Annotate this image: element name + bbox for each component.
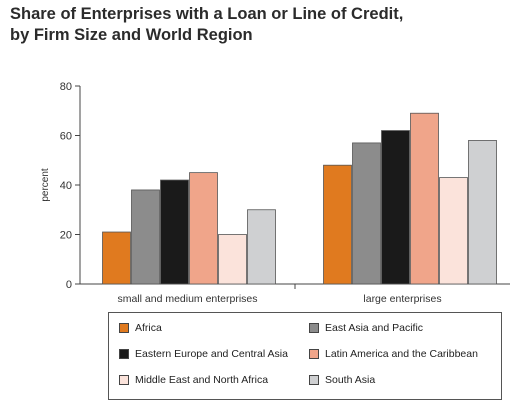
chart-title-line-1: Share of Enterprises with a Loan or Line…: [10, 5, 404, 23]
legend-item: Africa: [119, 322, 162, 334]
legend-swatch: [119, 323, 129, 333]
legend-label: Africa: [135, 322, 162, 334]
legend-item: South Asia: [309, 374, 375, 386]
y-tick-label: 60: [60, 131, 72, 143]
legend-item: Eastern Europe and Central Asia: [119, 348, 288, 360]
legend-item: Latin America and the Caribbean: [309, 348, 478, 360]
bar: [410, 112, 439, 285]
y-tick-label: 40: [60, 180, 72, 192]
bar: [468, 140, 497, 285]
bar: [352, 142, 381, 285]
legend-swatch: [119, 375, 129, 385]
bar: [381, 130, 410, 285]
legend-label: Middle East and North Africa: [135, 374, 269, 386]
legend-item: East Asia and Pacific: [309, 322, 423, 334]
bar: [189, 172, 218, 285]
legend-label: Eastern Europe and Central Asia: [135, 348, 288, 360]
chart-title: Share of Enterprises with a Loan or Line…: [10, 4, 510, 46]
legend-swatch: [119, 349, 129, 359]
bar: [247, 209, 276, 285]
x-category-label: large enterprises: [363, 293, 441, 305]
y-axis-label: percent: [40, 168, 51, 202]
bar: [102, 231, 131, 285]
bar: [131, 189, 160, 285]
legend-label: Latin America and the Caribbean: [325, 348, 478, 360]
y-tick-label: 80: [60, 81, 72, 93]
y-tick-label: 20: [60, 230, 72, 242]
chart-legend: Africa East Asia and Pacific Eastern Europ…: [108, 312, 502, 400]
chart-title-line-2: by Firm Size and World Region: [10, 26, 253, 44]
legend-item: Middle East and North Africa: [119, 374, 268, 386]
bar: [218, 234, 247, 285]
bar: [160, 179, 189, 285]
x-category-label: small and medium enterprises: [117, 293, 257, 305]
bar-chart: 0 20 40 60 80 percent small and medium enterpr…: [40, 81, 510, 305]
legend-swatch: [309, 349, 319, 359]
legend-swatch: [309, 323, 319, 333]
legend-label: East Asia and Pacific: [325, 322, 424, 334]
legend-swatch: [309, 375, 319, 385]
bar: [323, 164, 352, 285]
bar: [439, 177, 468, 285]
legend-label: South Asia: [325, 374, 376, 386]
y-tick-label: 0: [66, 279, 72, 291]
